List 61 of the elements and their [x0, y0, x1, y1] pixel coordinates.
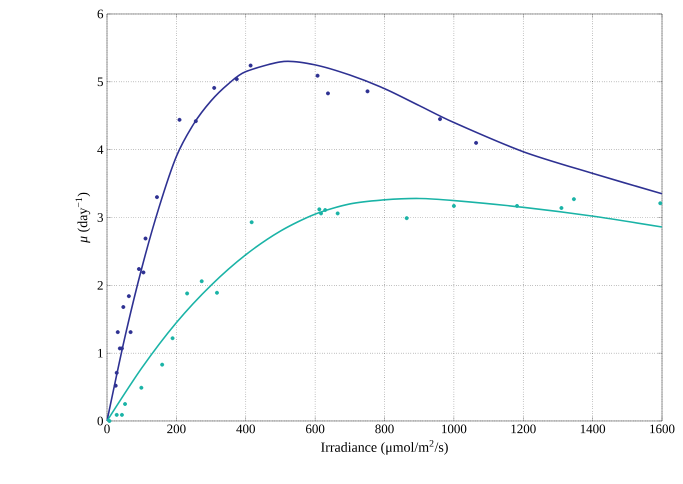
- point: [438, 117, 442, 122]
- point: [326, 91, 330, 96]
- point: [452, 204, 456, 208]
- y-tick-label: 0: [98, 416, 103, 426]
- y-tick-label: 6: [98, 10, 104, 18]
- point: [234, 77, 239, 82]
- point: [248, 64, 253, 68]
- point: [116, 330, 120, 334]
- point: [160, 362, 164, 367]
- x-tick-label: 600: [306, 424, 324, 434]
- point: [107, 418, 112, 423]
- point: [123, 402, 128, 406]
- point: [515, 204, 520, 208]
- point: [141, 270, 146, 274]
- y-tick-label: 3: [98, 213, 103, 222]
- x-tick-label: 400: [236, 424, 255, 434]
- x-tick-label: 1000: [442, 424, 466, 434]
- point: [658, 201, 662, 206]
- x-tick-label: 200: [167, 424, 186, 434]
- point: [404, 216, 409, 220]
- y-tick-label: 5: [98, 78, 103, 86]
- point: [114, 412, 119, 417]
- point: [170, 336, 175, 340]
- point: [559, 206, 564, 210]
- y-tick-label: 1: [98, 348, 103, 358]
- point: [323, 208, 328, 212]
- x-tick-label: 800: [375, 424, 394, 434]
- point: [316, 74, 320, 78]
- x-tick-label: 1600: [650, 424, 674, 434]
- point: [572, 197, 576, 202]
- point: [200, 279, 204, 284]
- x-tick-label: 1200: [511, 424, 536, 434]
- point: [114, 370, 119, 375]
- point: [319, 211, 324, 216]
- point: [336, 211, 340, 216]
- point: [144, 236, 148, 241]
- point: [194, 119, 198, 124]
- point: [185, 291, 190, 296]
- point: [250, 220, 254, 224]
- point: [114, 384, 118, 388]
- point: [214, 290, 219, 295]
- x-tick-label: 0: [104, 424, 110, 434]
- x-tick-label: 1400: [580, 424, 606, 434]
- point: [120, 412, 124, 417]
- line-series: [106, 198, 663, 422]
- y-tick-label: 2: [98, 281, 103, 290]
- y-axis-title: μ (day$^{−1}$): [76, 192, 90, 243]
- point: [212, 86, 216, 90]
- point: [139, 386, 144, 390]
- point: [317, 207, 322, 212]
- x-axis-title: Irradiance (μmol/m$^{2}$/s): [321, 440, 448, 455]
- point: [126, 294, 131, 298]
- point: [121, 305, 126, 310]
- point: [128, 330, 133, 334]
- y-tick-label: 4: [97, 145, 104, 154]
- point: [154, 195, 159, 200]
- point: [178, 118, 182, 122]
- point: [366, 89, 370, 94]
- point: [474, 140, 478, 145]
- line-series: [106, 60, 663, 422]
- point: [136, 267, 141, 272]
